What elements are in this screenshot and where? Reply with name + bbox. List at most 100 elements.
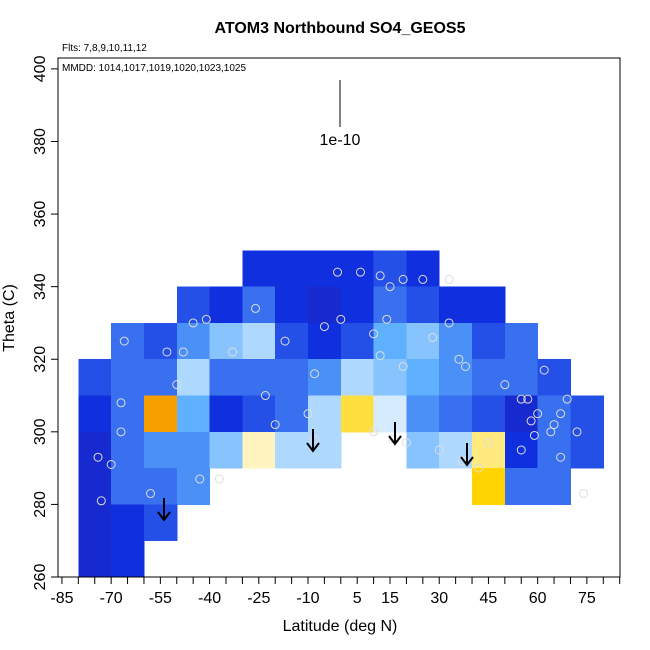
- heat-cell: [472, 322, 506, 360]
- heat-cell: [275, 250, 309, 288]
- sample-point: [523, 394, 533, 404]
- sample-point: [444, 274, 454, 284]
- heat-cell: [373, 250, 407, 288]
- heat-cell: [176, 359, 211, 397]
- x-tick-label: -40: [198, 590, 221, 607]
- heat-cell: [111, 395, 145, 433]
- heat-cell: [143, 395, 178, 433]
- sample-point: [579, 489, 589, 499]
- sample-point: [500, 380, 510, 390]
- sample-point: [549, 420, 559, 430]
- heat-cell: [570, 395, 604, 433]
- heat-cell: [242, 359, 276, 397]
- heat-cell: [242, 322, 276, 360]
- heat-cell: [406, 250, 440, 288]
- sample-point: [526, 416, 536, 426]
- sample-point: [146, 489, 156, 499]
- sample-point: [106, 459, 116, 469]
- y-tick-label: 320: [32, 346, 49, 373]
- x-tick-label: -10: [296, 590, 319, 607]
- sample-point: [572, 427, 582, 437]
- heat-cell: [340, 322, 375, 360]
- sample-point: [382, 314, 392, 324]
- heat-cell: [111, 468, 145, 505]
- heat-cell: [406, 431, 440, 469]
- sample-point: [483, 438, 493, 448]
- sample-point: [116, 427, 126, 437]
- heat-cell: [537, 395, 571, 433]
- heat-cell: [537, 468, 571, 505]
- sample-point: [375, 351, 385, 361]
- heat-cell: [275, 359, 309, 397]
- sample-point: [214, 474, 224, 484]
- sample-point: [303, 409, 313, 419]
- y-tick-label: 380: [32, 128, 49, 155]
- heat-cell: [472, 431, 506, 469]
- heat-cell: [111, 431, 145, 469]
- sample-point: [385, 282, 395, 292]
- sample-point: [119, 336, 129, 346]
- sample-point: [260, 391, 270, 401]
- x-tick-label: 5: [353, 590, 362, 607]
- heat-cell: [340, 250, 375, 288]
- heat-cell: [275, 286, 309, 324]
- x-tick-label: 15: [381, 590, 399, 607]
- y-tick-label: 340: [32, 273, 49, 300]
- x-tick-label: 45: [480, 590, 498, 607]
- heat-cell: [340, 359, 375, 397]
- heat-cell: [209, 395, 243, 433]
- sample-point: [434, 445, 444, 455]
- heat-cell: [242, 250, 276, 288]
- heat-cell: [472, 359, 506, 397]
- heat-cell: [242, 395, 276, 433]
- heat-cell: [78, 395, 112, 433]
- x-tick-label: 75: [578, 590, 596, 607]
- heat-cell: [78, 540, 112, 578]
- subtitle: Flts: 7,8,9,10,11,12: [62, 43, 147, 54]
- sample-point: [251, 303, 261, 313]
- sample-point: [516, 445, 526, 455]
- sample-point: [280, 336, 290, 346]
- heat-cell: [537, 359, 571, 397]
- x-axis-label: Latitude (deg N): [283, 618, 398, 635]
- heat-cell: [439, 322, 473, 360]
- heat-cell: [439, 395, 473, 433]
- heat-cell: [340, 286, 375, 324]
- sample-point: [116, 398, 126, 408]
- heat-cell: [340, 395, 375, 433]
- heat-cell: [373, 359, 407, 397]
- y-axis-label: Theta (C): [1, 284, 18, 352]
- heat-cell: [307, 395, 342, 433]
- plot-frame: [57, 57, 621, 578]
- x-tick-label: -55: [149, 590, 172, 607]
- sample-point: [474, 463, 484, 473]
- heat-cell: [504, 322, 539, 360]
- heat-cell: [143, 359, 178, 397]
- heat-cell: [406, 395, 440, 433]
- heat-cell: [275, 431, 309, 469]
- heat-cell: [504, 395, 539, 433]
- heat-cell: [439, 286, 473, 324]
- heat-cell: [176, 286, 211, 324]
- heat-cell: [472, 286, 506, 324]
- heat-cell: [143, 322, 178, 360]
- heat-cell: [504, 468, 539, 505]
- sample-point: [418, 274, 428, 284]
- x-tick-label: 30: [430, 590, 448, 607]
- heat-cell: [570, 431, 604, 469]
- sample-point: [533, 409, 543, 419]
- annotation: MMDD: 1014,1017,1019,1020,1023,1025: [62, 63, 246, 74]
- y-tick-label: 260: [32, 564, 49, 591]
- sample-point: [444, 318, 454, 328]
- heat-cell: [78, 359, 112, 397]
- x-tick-label: -70: [100, 590, 123, 607]
- heat-cell: [307, 322, 342, 360]
- heat-cell: [406, 286, 440, 324]
- sample-point: [93, 452, 103, 462]
- sample-point: [228, 347, 238, 357]
- sample-point: [556, 452, 566, 462]
- sample-point: [516, 394, 526, 404]
- heat-cell: [373, 322, 407, 360]
- sample-point: [270, 420, 280, 430]
